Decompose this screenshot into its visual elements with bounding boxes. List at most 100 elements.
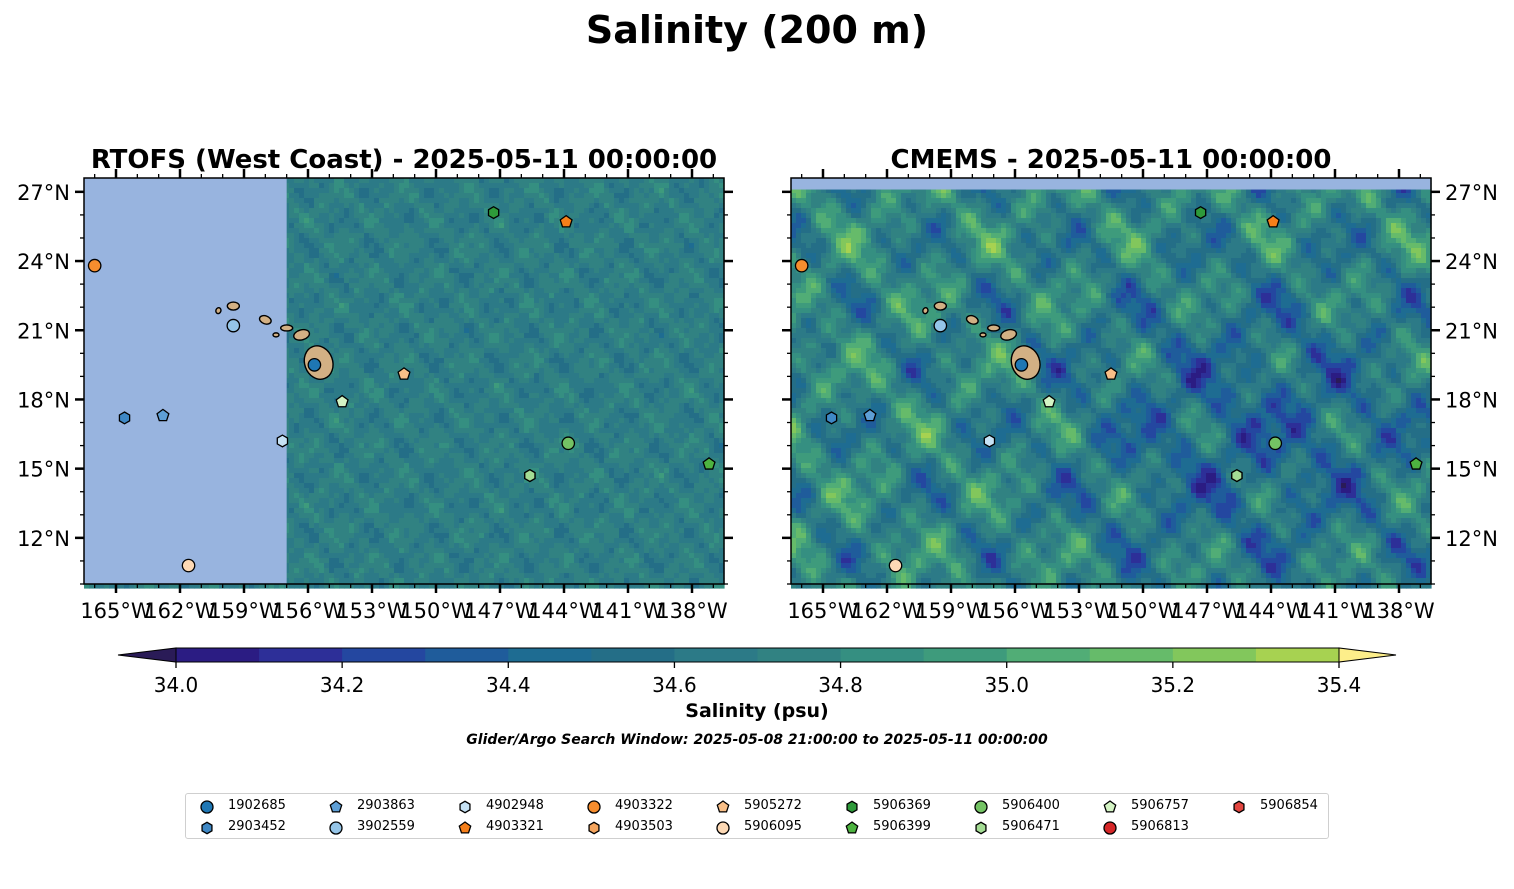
no-data-region — [791, 178, 1431, 190]
panel-title: CMEMS - 2025-05-11 00:00:00 — [891, 145, 1332, 175]
x-tick-label: 162°W — [851, 599, 923, 623]
x-tick-label: 144°W — [528, 599, 600, 623]
legend-label: 5906399 — [873, 817, 931, 837]
legend-label: 5906095 — [744, 817, 802, 837]
legend-label: 4902948 — [486, 796, 544, 816]
x-tick-label: 138°W — [656, 599, 728, 623]
x-tick-label: 147°W — [464, 599, 536, 623]
legend-marker — [329, 821, 343, 835]
legend-marker — [1103, 821, 1117, 835]
x-tick-label: 162°W — [144, 599, 216, 623]
colorbar-tick-label: 35.4 — [1317, 673, 1362, 697]
y-tick-label: 18°N — [17, 388, 70, 412]
circle-marker-icon — [716, 821, 730, 835]
colorbar-tick-label: 34.8 — [818, 673, 863, 697]
platform-marker — [888, 558, 903, 573]
platform-marker — [181, 558, 196, 573]
legend-marker — [716, 821, 730, 835]
legend-marker — [588, 821, 600, 835]
x-tick-label: 159°W — [915, 599, 987, 623]
colorbar-tick-label: 34.6 — [652, 673, 697, 697]
platform-marker — [1231, 468, 1243, 483]
colorbar-segment — [425, 648, 509, 662]
platform-marker — [226, 318, 241, 333]
colorbar-tick-label: 35.2 — [1151, 673, 1196, 697]
x-tick-label: 150°W — [1107, 599, 1179, 623]
platform-marker — [1268, 436, 1283, 451]
colorbar-segment — [1006, 648, 1091, 662]
colorbar-segment — [176, 648, 260, 662]
colorbar-segment — [840, 648, 925, 662]
x-tick-label: 141°W — [592, 599, 664, 623]
colorbar-over-extend — [1338, 647, 1397, 663]
x-tick-label: 165°W — [787, 599, 859, 623]
legend-label: 4903321 — [486, 817, 544, 837]
legend-marker — [1103, 800, 1117, 813]
axis-ticks — [75, 169, 733, 593]
platform-marker — [561, 436, 576, 451]
platform-markers — [794, 205, 1423, 573]
platform-marker — [1042, 394, 1056, 408]
platform-legend: 1902685 2903452 2903863 3902559 4902948 49033… — [185, 793, 1329, 839]
legend-label: 5906400 — [1002, 796, 1060, 816]
legend-label: 5906854 — [1260, 796, 1318, 816]
circle-marker-icon — [587, 800, 601, 814]
legend-label: 1902685 — [228, 796, 286, 816]
x-tick-label: 153°W — [336, 599, 408, 623]
y-tick-label: 21°N — [1445, 319, 1498, 343]
colorbar-label: Salinity (psu) — [0, 700, 1514, 722]
legend-label: 5906471 — [1002, 817, 1060, 837]
platform-marker — [983, 434, 996, 448]
platform-marker — [794, 258, 809, 273]
legend-marker — [716, 800, 730, 813]
legend-marker — [458, 821, 472, 834]
salinity-field — [791, 178, 1432, 589]
y-tick-label: 12°N — [1445, 527, 1498, 551]
platform-marker — [863, 408, 877, 422]
platform-marker — [87, 258, 102, 273]
colorbar-segment — [674, 648, 758, 662]
hexagon-marker-icon — [459, 800, 471, 814]
legend-label: 5905272 — [744, 796, 802, 816]
colorbar-under-extend — [117, 647, 177, 663]
colorbar-segment — [342, 648, 426, 662]
platform-marker — [1014, 358, 1029, 372]
legend-label: 4903322 — [615, 796, 673, 816]
pentagon-marker-icon — [845, 821, 859, 834]
legend-marker — [846, 800, 858, 814]
legend-label: 2903452 — [228, 817, 286, 837]
colorbar-segment — [757, 648, 842, 662]
colorbar-tick-label: 34.0 — [154, 673, 199, 697]
colorbar-segment — [259, 648, 343, 662]
colorbar-segment — [923, 648, 1008, 662]
platform-marker — [156, 408, 170, 422]
y-tick-label: 27°N — [1445, 181, 1498, 205]
x-tick-label: 147°W — [1171, 599, 1243, 623]
x-tick-label: 144°W — [1235, 599, 1307, 623]
x-tick-label: 159°W — [208, 599, 280, 623]
hexagon-marker-icon — [846, 800, 858, 814]
pentagon-marker-icon — [458, 821, 472, 834]
legend-marker — [1233, 800, 1245, 814]
x-tick-label: 165°W — [80, 599, 152, 623]
legend-marker — [200, 800, 214, 814]
colorbar-tick-label: 34.4 — [486, 673, 531, 697]
y-tick-label: 24°N — [17, 250, 70, 274]
platform-markers — [87, 205, 716, 573]
x-tick-label: 156°W — [272, 599, 344, 623]
colorbar-segment — [1172, 648, 1257, 662]
rtofs-map-panel: RTOFS (West Coast) - 2025-05-11 00:00:00… — [17, 145, 733, 623]
platform-marker — [1409, 457, 1423, 470]
y-tick-label: 24°N — [1445, 250, 1498, 274]
platform-marker — [307, 358, 322, 372]
y-tick-label: 18°N — [1445, 388, 1498, 412]
circle-marker-icon — [329, 821, 343, 835]
x-tick-label: 150°W — [400, 599, 472, 623]
axis-ticks — [782, 169, 1440, 593]
colorbar-tick-label: 34.2 — [320, 673, 365, 697]
colorbar-segment — [508, 648, 592, 662]
hexagon-marker-icon — [1233, 800, 1245, 814]
map-frame — [83, 177, 725, 585]
legend-label: 5906369 — [873, 796, 931, 816]
hexagon-marker-icon — [201, 821, 213, 835]
